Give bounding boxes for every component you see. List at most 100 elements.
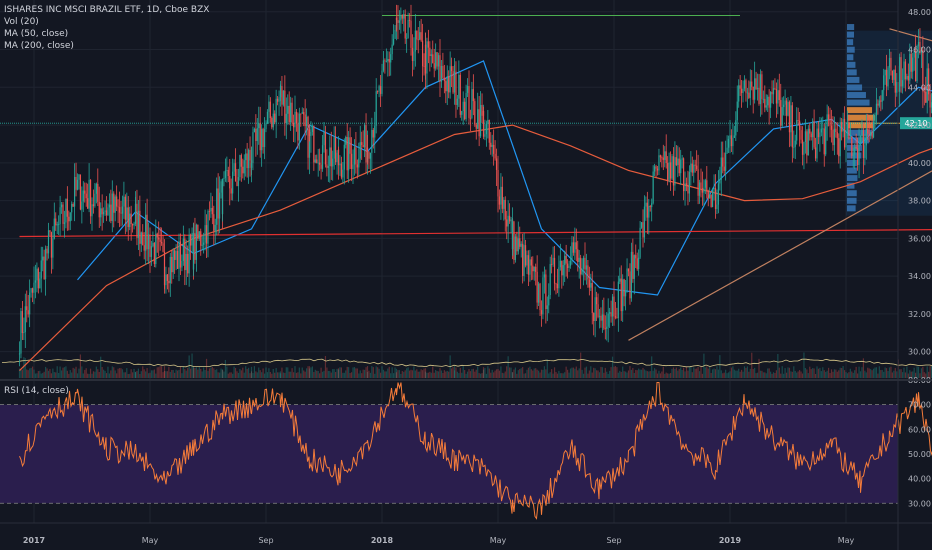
candle-body bbox=[288, 105, 290, 123]
candle-body bbox=[930, 102, 932, 108]
candle-body bbox=[74, 176, 76, 207]
candle-body bbox=[150, 246, 153, 257]
candle-body bbox=[906, 76, 908, 80]
volume-bar bbox=[672, 367, 675, 378]
volume-bar bbox=[281, 367, 283, 378]
volume-bar bbox=[849, 368, 851, 378]
volume-bar bbox=[355, 368, 357, 378]
candle-body bbox=[685, 183, 688, 185]
symbol-title[interactable]: ISHARES INC MSCI BRAZIL ETF, 1D, Cboe BZ… bbox=[4, 5, 210, 15]
candle-body bbox=[500, 186, 502, 205]
candle-body bbox=[26, 306, 28, 311]
volume-bar bbox=[258, 367, 260, 378]
candle-body bbox=[556, 283, 559, 289]
candle-body bbox=[100, 208, 102, 218]
volume-bar bbox=[30, 367, 32, 378]
volume-bar bbox=[248, 367, 250, 378]
rsi-line bbox=[19, 382, 932, 520]
volume-bar bbox=[43, 371, 45, 378]
volume-bar bbox=[455, 367, 457, 378]
candle-body bbox=[240, 155, 242, 167]
volume-bar bbox=[40, 373, 42, 378]
volume-bar bbox=[121, 369, 124, 378]
y-tick-label: 38.00 bbox=[908, 197, 931, 206]
candle-body bbox=[379, 86, 382, 94]
volume-bar bbox=[474, 371, 476, 378]
candle-body bbox=[290, 102, 292, 123]
volume-bar bbox=[18, 368, 21, 378]
candle-body bbox=[227, 170, 229, 177]
volume-bar bbox=[271, 373, 273, 378]
volume-bar bbox=[85, 368, 87, 378]
annotations[interactable]: 3.14 (7.58%) in 49d44.64 @ 2020-01-1441.… bbox=[900, 41, 932, 160]
volume-bar bbox=[404, 370, 406, 378]
volume-bar bbox=[91, 373, 93, 378]
candle-body bbox=[790, 105, 792, 133]
candle-body bbox=[182, 238, 184, 261]
candle-body bbox=[266, 111, 269, 124]
volume-bar bbox=[201, 371, 203, 378]
volume-bar bbox=[861, 367, 863, 378]
indicator-volume[interactable]: Vol (20) bbox=[4, 17, 39, 27]
volume-bar bbox=[896, 371, 898, 378]
candle-body bbox=[522, 243, 524, 276]
candle-body bbox=[224, 170, 226, 178]
profile-bar bbox=[847, 24, 855, 31]
volume-bar bbox=[34, 373, 37, 378]
candle-body bbox=[29, 292, 31, 315]
candle-body bbox=[88, 179, 90, 209]
candle-body bbox=[484, 134, 486, 137]
volume-bar bbox=[403, 371, 405, 378]
volume-bar bbox=[742, 371, 744, 378]
candle-body bbox=[323, 132, 325, 146]
volume-bar bbox=[655, 369, 657, 378]
volume-bar bbox=[643, 369, 646, 378]
candle-body bbox=[916, 46, 918, 82]
rsi-title[interactable]: RSI (14, close) bbox=[4, 386, 69, 396]
price-badge[interactable] bbox=[900, 117, 932, 130]
volume-bar bbox=[134, 372, 137, 378]
candle-body bbox=[275, 98, 277, 123]
indicator-ma50[interactable]: MA (50, close) bbox=[4, 29, 69, 39]
x-tick-label: Sep bbox=[606, 536, 621, 545]
volume-bar bbox=[416, 369, 418, 378]
candle-body bbox=[248, 149, 250, 169]
candle-body bbox=[127, 207, 129, 227]
volume-bar bbox=[229, 372, 231, 378]
candle-body bbox=[765, 105, 767, 108]
candle-body bbox=[197, 224, 199, 239]
volume-bar bbox=[926, 366, 928, 378]
candle-body bbox=[494, 153, 496, 159]
candle-body bbox=[606, 326, 608, 329]
volume-bar bbox=[530, 369, 532, 378]
candle-body bbox=[147, 234, 150, 250]
volume-bar bbox=[161, 366, 163, 378]
candle-body bbox=[387, 59, 389, 62]
volume-bar bbox=[770, 371, 772, 378]
volume-bar bbox=[279, 373, 282, 378]
volume-bar bbox=[867, 367, 869, 378]
indicator-ma200[interactable]: MA (200, close) bbox=[4, 41, 74, 51]
volume-bar bbox=[92, 371, 95, 378]
candle-body bbox=[877, 103, 879, 106]
profile-bar bbox=[847, 197, 857, 204]
volume-bar bbox=[249, 373, 251, 378]
candle-body bbox=[317, 162, 319, 164]
volume-bar bbox=[674, 368, 676, 378]
volume-bar bbox=[211, 366, 213, 378]
candle-body bbox=[55, 218, 57, 226]
candle-body bbox=[271, 117, 273, 128]
candle-body bbox=[146, 214, 148, 250]
candle-body bbox=[749, 81, 751, 98]
volume-bar bbox=[732, 366, 734, 378]
candle-body bbox=[713, 187, 715, 190]
volume-bar bbox=[47, 370, 50, 378]
volume-bar bbox=[329, 371, 331, 378]
volume-bar bbox=[63, 367, 66, 378]
volume-bar bbox=[123, 372, 125, 378]
candle-body bbox=[320, 164, 322, 169]
volume-bar bbox=[930, 366, 932, 378]
candle-body bbox=[382, 60, 385, 71]
candle-body bbox=[681, 158, 683, 160]
